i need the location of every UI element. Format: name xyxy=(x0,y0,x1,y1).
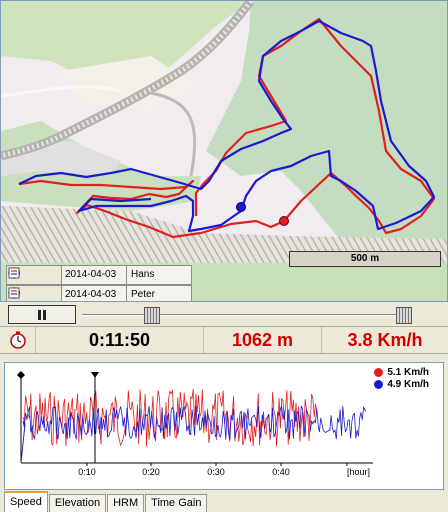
x-tick-label: 0:40 xyxy=(272,467,290,477)
chart-tabs: Speed Elevation HRM Time Gain xyxy=(4,491,208,512)
athlete-date: 2014-04-03 xyxy=(61,286,127,301)
railway-ties xyxy=(1,1,253,159)
x-tick-label: [hour] xyxy=(347,467,370,477)
speed-chart[interactable]: 0:10 0:20 0:30 0:40 [hour] 5.1 Km/h 4.9 Km/h xyxy=(4,362,444,490)
road xyxy=(150,91,197,177)
legend-label: 4.9 Km/h xyxy=(387,379,429,390)
speed-chart-canvas[interactable]: 0:10 0:20 0:30 0:40 [hour] xyxy=(5,363,445,491)
peter-position-marker[interactable] xyxy=(279,216,289,226)
readout-bar: 0:11:50 1062 m 3.8 Km/h xyxy=(0,326,448,354)
athlete-name: Peter xyxy=(127,286,191,301)
legend-marker xyxy=(374,368,384,377)
athlete-row-hans[interactable]: 2014-04-03 Hans xyxy=(6,265,192,285)
track-list-icon[interactable] xyxy=(8,286,61,301)
athlete-row-peter[interactable]: 2014-04-03 Peter xyxy=(6,285,192,301)
tab-time-gain[interactable]: Time Gain xyxy=(145,494,208,512)
hans-position-marker[interactable] xyxy=(236,202,246,212)
stopwatch-button[interactable] xyxy=(0,327,36,353)
playback-bar xyxy=(0,302,448,326)
map-view[interactable]: 2014-04-03 Hans 2014-04-03 Peter 500 m xyxy=(0,0,448,302)
x-tick-label: 0:20 xyxy=(142,467,160,477)
x-tick-label: 0:30 xyxy=(207,467,225,477)
follow-arrow-icon[interactable] xyxy=(9,266,43,284)
legend-item-blue: 4.9 Km/h xyxy=(374,379,429,390)
track-list-icon[interactable] xyxy=(8,266,61,284)
legend-label: 5.1 Km/h xyxy=(387,367,429,378)
series-line-red xyxy=(20,389,318,464)
elapsed-time-readout: 0:11:50 xyxy=(36,327,204,353)
timeline-track[interactable] xyxy=(82,314,398,316)
path xyxy=(1,85,122,98)
x-tick-label: 0:10 xyxy=(78,467,96,477)
playback-position-slider[interactable] xyxy=(143,307,160,324)
follow-arrow-icon[interactable] xyxy=(9,286,43,301)
meadow-area xyxy=(1,1,251,91)
athlete-name: Hans xyxy=(127,266,191,284)
start-marker[interactable] xyxy=(17,371,25,379)
tab-elevation[interactable]: Elevation xyxy=(48,494,107,512)
series-line-blue xyxy=(20,404,367,464)
railway-yard xyxy=(1,206,447,263)
playback-end-slider[interactable] xyxy=(396,307,412,324)
athlete-date: 2014-04-03 xyxy=(61,266,127,284)
tab-hrm[interactable]: HRM xyxy=(107,494,145,512)
playback-cursor-marker[interactable] xyxy=(91,372,99,378)
distance-readout: 1062 m xyxy=(204,327,322,353)
legend-item-red: 5.1 Km/h xyxy=(374,367,429,378)
tab-speed[interactable]: Speed xyxy=(4,491,48,512)
stopwatch-icon xyxy=(9,331,26,349)
speed-readout: 3.8 Km/h xyxy=(347,329,423,350)
pause-button[interactable] xyxy=(8,305,76,324)
map-scale-bar: 500 m xyxy=(289,251,441,267)
legend-marker xyxy=(374,380,384,389)
pause-icon xyxy=(37,309,47,320)
track-blue xyxy=(18,19,436,233)
